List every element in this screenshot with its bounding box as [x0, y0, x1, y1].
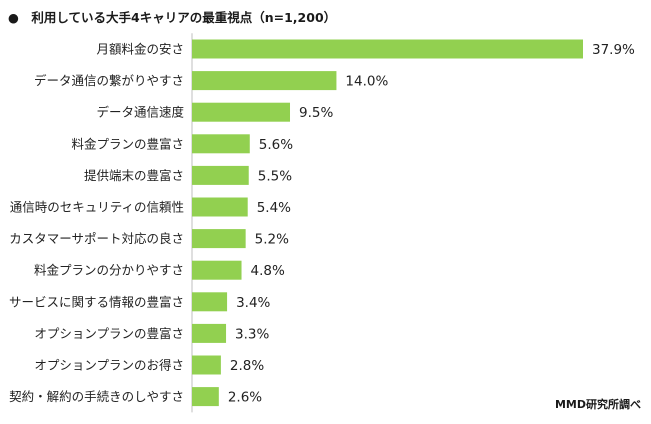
value-label: 3.4%	[236, 295, 270, 311]
bar	[192, 134, 250, 154]
category-label: 月額料金の安さ	[96, 42, 184, 57]
bar	[192, 165, 249, 185]
category-label: 契約・解約の手続きのしやすさ	[9, 389, 184, 404]
category-label: 料金プランの豊富さ	[71, 136, 184, 151]
value-label: 9.5%	[299, 105, 333, 121]
value-label: 2.6%	[228, 390, 262, 406]
bar	[192, 71, 337, 91]
value-label: 5.5%	[258, 168, 292, 184]
bar	[192, 197, 248, 217]
source-note: MMD研究所調べ	[554, 398, 641, 411]
bar	[192, 292, 228, 312]
value-label: 5.6%	[259, 137, 293, 153]
category-label: サービスに関する情報の豊富さ	[9, 294, 184, 309]
bar	[192, 39, 583, 59]
category-label: カスタマーサポート対応の良さ	[9, 231, 184, 246]
value-label: 3.3%	[235, 326, 269, 342]
bar	[192, 355, 221, 375]
category-label: オプションプランのお得さ	[34, 358, 184, 373]
category-label: 通信時のセキュリティの信頼性	[10, 200, 184, 215]
value-label: 14.0%	[345, 74, 388, 90]
value-label: 2.8%	[230, 358, 264, 374]
bar	[192, 229, 246, 249]
bars-group: 月額料金の安さ 37.9% データ通信の繋がりやすさ 14.0% データ通信速度 9.5%…	[9, 39, 635, 407]
category-label: 提供端末の豊富さ	[84, 168, 184, 183]
value-label: 5.4%	[257, 200, 291, 216]
category-label: データ通信の繋がりやすさ	[34, 73, 184, 88]
category-label: オプションプランの豊富さ	[34, 326, 184, 341]
category-label: データ通信速度	[96, 105, 184, 120]
bar	[192, 102, 291, 122]
category-label: 料金プランの分かりやすさ	[34, 263, 184, 278]
value-label: 5.2%	[255, 232, 289, 248]
bar	[192, 387, 219, 407]
chart-title: ● 利用している大手4キャリアの最重視点（n=1,200）	[8, 10, 337, 25]
bar	[192, 323, 227, 343]
bar	[192, 260, 242, 280]
value-label: 4.8%	[251, 263, 285, 279]
value-label: 37.9%	[592, 42, 635, 58]
